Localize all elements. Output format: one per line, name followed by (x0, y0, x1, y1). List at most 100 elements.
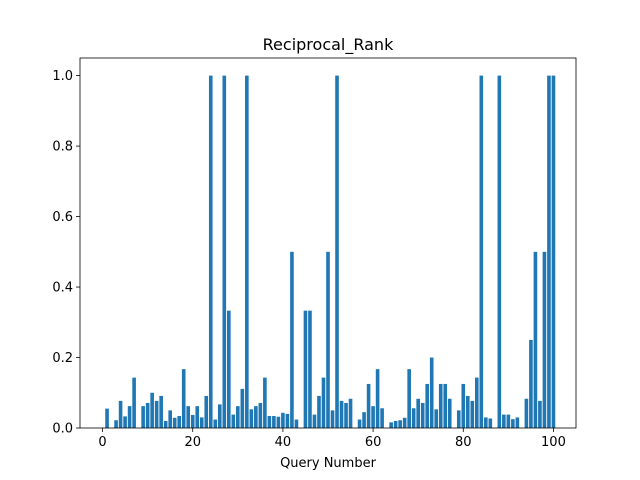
bar-query-89 (502, 414, 506, 428)
bar-query-62 (380, 408, 384, 428)
bar-query-23 (204, 395, 209, 428)
bar-query-77 (447, 398, 452, 428)
bar-query-95 (529, 339, 533, 428)
bar-query-85 (484, 417, 488, 428)
y-tick-label: 0.6 (52, 210, 73, 225)
chart-title: Reciprocal_Rank (263, 35, 394, 55)
bar-query-100 (551, 75, 556, 428)
bar-query-94 (524, 398, 529, 428)
bar-query-41 (285, 413, 290, 428)
x-tick-label: 100 (541, 435, 566, 450)
bar-query-38 (272, 416, 276, 428)
bar-query-86 (488, 418, 493, 428)
bar-query-15 (168, 410, 172, 428)
bar-query-48 (317, 395, 321, 428)
bar-query-70 (416, 398, 420, 428)
bar-query-33 (249, 409, 254, 428)
bar-query-91 (511, 419, 515, 428)
bar-query-24 (208, 75, 213, 428)
bar-query-26 (217, 404, 222, 428)
bar-query-35 (258, 402, 263, 428)
bar-query-65 (393, 420, 398, 428)
bar-query-79 (456, 410, 461, 428)
bar-query-22 (199, 417, 204, 428)
bar-query-98 (542, 251, 547, 428)
bar-query-39 (276, 416, 281, 428)
bar-query-45 (303, 310, 308, 428)
bar-query-49 (321, 377, 326, 428)
bar-query-64 (389, 422, 393, 428)
bar-query-73 (429, 357, 434, 428)
bar-query-18 (181, 369, 186, 428)
bar-query-55 (348, 398, 353, 428)
bar-query-10 (145, 402, 150, 428)
bar-query-32 (245, 75, 249, 428)
bar-query-75 (438, 383, 443, 428)
y-tick-label: 0.8 (52, 140, 73, 155)
bar-query-43 (294, 419, 299, 428)
bar-query-16 (172, 417, 177, 428)
bar-query-54 (344, 402, 348, 428)
bar-query-92 (515, 417, 520, 428)
bar-query-12 (154, 400, 159, 428)
bar-query-50 (326, 251, 330, 428)
bar-query-84 (479, 75, 484, 428)
bar-query-1 (105, 408, 109, 428)
bar-query-28 (226, 310, 231, 428)
y-tick-label: 0.0 (52, 422, 73, 437)
x-tick-label: 0 (98, 435, 106, 450)
bar-query-61 (375, 369, 380, 428)
bar-query-14 (163, 420, 168, 428)
bar-query-81 (465, 395, 470, 428)
bar-query-42 (290, 251, 294, 428)
bar-query-76 (443, 383, 448, 428)
bar-query-47 (312, 414, 317, 428)
x-tick-label: 80 (455, 435, 472, 450)
bar-query-21 (195, 406, 200, 428)
bar-query-59 (366, 383, 371, 428)
y-tick-label: 1.0 (52, 69, 73, 84)
bar-query-3 (114, 420, 118, 428)
bar-query-34 (254, 406, 258, 428)
bar-query-51 (330, 410, 335, 428)
x-axis-label: Query Number (280, 456, 377, 471)
bar-query-53 (339, 400, 344, 428)
bar-query-72 (425, 383, 430, 428)
bar-query-97 (538, 400, 542, 428)
plot-frame (79, 57, 577, 429)
bar-query-4 (118, 400, 123, 428)
bar-query-25 (213, 419, 218, 428)
bar-query-46 (308, 310, 312, 428)
bar-query-74 (434, 409, 439, 428)
bar-query-57 (357, 419, 362, 428)
bar-query-66 (398, 420, 402, 428)
bar-query-36 (263, 377, 267, 428)
bar-query-9 (141, 406, 145, 428)
bar-query-68 (407, 369, 411, 428)
bar-query-37 (267, 416, 272, 428)
bar-query-27 (222, 75, 227, 428)
bar-query-40 (281, 412, 285, 428)
bars-group (105, 75, 556, 428)
bar-query-80 (461, 383, 466, 428)
x-tick-label: 40 (275, 435, 292, 450)
bar-query-96 (533, 251, 538, 428)
x-axis-ticks: 0 20 40 60 80 100 (98, 428, 566, 450)
bar-query-67 (402, 417, 407, 428)
bar-query-6 (127, 406, 132, 428)
bar-query-83 (474, 377, 479, 428)
bar-query-82 (470, 400, 475, 428)
bar-query-90 (506, 414, 511, 428)
y-tick-label: 0.4 (52, 281, 73, 296)
x-tick-label: 60 (365, 435, 382, 450)
bar-query-31 (240, 388, 245, 428)
bar-query-60 (371, 406, 375, 428)
bar-query-88 (497, 75, 502, 428)
y-tick-label: 0.2 (52, 351, 73, 366)
bar-query-7 (132, 377, 136, 428)
bar-query-5 (123, 416, 127, 428)
bar-query-52 (335, 75, 339, 428)
bar-query-11 (150, 392, 154, 428)
